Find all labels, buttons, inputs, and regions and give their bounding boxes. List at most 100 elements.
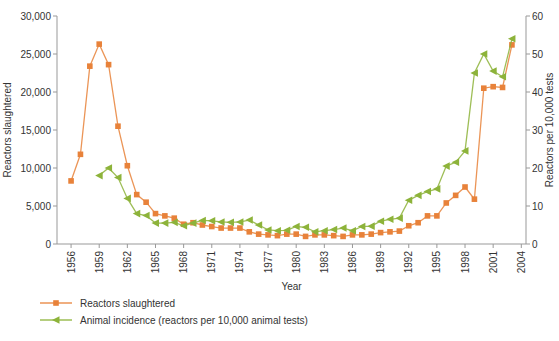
data-point <box>115 123 121 129</box>
legend-marker <box>52 316 60 324</box>
data-point <box>236 218 244 226</box>
legend-label: Animal incidence (reactors per 10,000 an… <box>80 315 308 326</box>
y-tick-label: 10,000 <box>20 163 51 174</box>
y2-tick <box>526 244 530 245</box>
y2-tick-label: 10 <box>532 201 544 212</box>
data-point <box>330 226 338 234</box>
x-tick <box>352 244 353 248</box>
data-point <box>180 222 188 230</box>
x-tick <box>155 244 156 248</box>
y2-axis-title: Reactors per 10,000 tests <box>544 73 555 188</box>
data-point <box>143 199 149 205</box>
series-line <box>71 44 512 236</box>
data-point <box>162 213 168 219</box>
y2-tick-label: 40 <box>532 87 544 98</box>
data-point <box>377 217 385 225</box>
data-point <box>105 164 113 172</box>
y2-tick <box>526 130 530 131</box>
x-tick-label: 1974 <box>234 251 245 274</box>
data-point <box>367 222 375 230</box>
y-tick-label: 0 <box>45 239 51 250</box>
y-tick <box>53 168 57 169</box>
x-tick <box>268 244 269 248</box>
data-point <box>303 234 309 240</box>
data-point <box>87 63 93 69</box>
data-point <box>95 172 103 180</box>
x-tick <box>465 244 466 248</box>
x-axis-title: Year <box>281 281 302 292</box>
data-point <box>480 50 488 58</box>
x-tick <box>493 244 494 248</box>
data-point <box>453 193 459 199</box>
data-point <box>311 228 319 236</box>
data-point <box>414 192 422 200</box>
y-tick-label: 15,000 <box>20 125 51 136</box>
data-point <box>395 214 403 222</box>
data-point <box>442 162 450 170</box>
data-point <box>170 219 178 227</box>
data-point <box>481 85 487 91</box>
y-tick-label: 30,000 <box>20 11 51 22</box>
x-tick-label: 1986 <box>347 251 358 274</box>
data-point <box>161 219 169 227</box>
y2-tick-label: 20 <box>532 163 544 174</box>
data-point <box>209 224 215 230</box>
data-point <box>283 227 291 235</box>
data-point <box>237 225 243 231</box>
data-point <box>320 227 328 235</box>
data-point <box>78 152 84 158</box>
data-point <box>443 200 449 206</box>
data-point <box>508 35 516 43</box>
data-point <box>397 228 403 234</box>
data-point <box>348 227 356 235</box>
x-tick <box>521 244 522 248</box>
y-tick-label: 5,000 <box>26 201 51 212</box>
data-point <box>256 231 262 237</box>
data-point <box>68 178 74 184</box>
data-point <box>123 195 131 203</box>
y-tick <box>53 244 57 245</box>
x-tick <box>408 244 409 248</box>
x-tick <box>239 244 240 248</box>
data-point <box>387 229 393 235</box>
data-point <box>434 213 440 219</box>
x-tick-label: 1971 <box>206 251 217 274</box>
y2-tick-label: 0 <box>532 239 538 250</box>
x-tick <box>71 244 72 248</box>
y-tick-label: 25,000 <box>20 49 51 60</box>
data-point <box>125 163 131 169</box>
x-tick <box>211 244 212 248</box>
data-point <box>499 73 507 81</box>
data-point <box>96 41 102 47</box>
x-tick-label: 1959 <box>94 251 105 274</box>
data-point <box>339 224 347 232</box>
data-point <box>151 219 159 227</box>
data-point <box>358 223 366 231</box>
data-point <box>198 217 206 225</box>
x-tick-label: 1956 <box>66 251 77 274</box>
data-point <box>359 232 365 238</box>
data-point <box>245 216 253 224</box>
data-point <box>386 216 394 224</box>
data-point <box>425 213 431 219</box>
y-tick-label: 20,000 <box>20 87 51 98</box>
y2-tick <box>526 54 530 55</box>
y2-tick-label: 60 <box>532 11 544 22</box>
data-point <box>472 196 478 202</box>
data-point <box>490 84 496 90</box>
x-tick-label: 1992 <box>403 251 414 274</box>
y-tick <box>53 92 57 93</box>
data-point <box>153 211 159 217</box>
y2-tick-label: 30 <box>532 125 544 136</box>
data-point <box>405 197 413 205</box>
data-point <box>452 159 460 167</box>
legend-label: Reactors slaughtered <box>80 298 175 309</box>
y2-tick <box>526 16 530 17</box>
x-tick-label: 2001 <box>488 251 499 274</box>
y2-tick <box>526 168 530 169</box>
x-tick-label: 2004 <box>516 251 527 274</box>
data-point <box>461 147 469 155</box>
data-point <box>264 226 272 234</box>
data-point <box>368 231 374 237</box>
y2-tick <box>526 206 530 207</box>
